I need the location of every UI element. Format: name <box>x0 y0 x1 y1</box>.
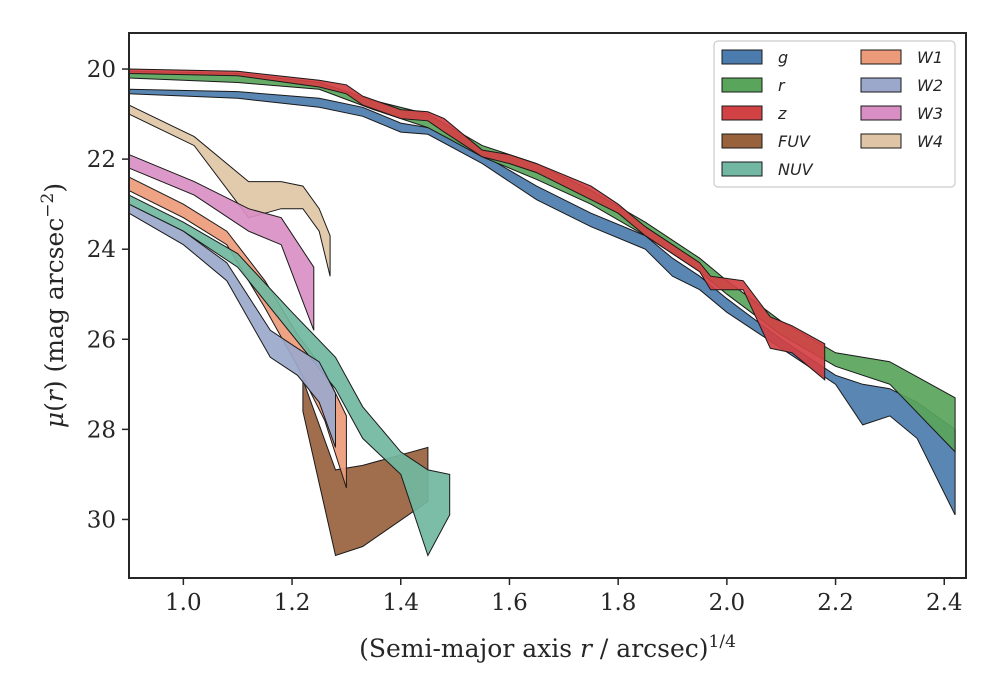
x-tick-label: 1.4 <box>382 590 419 616</box>
legend-swatch-NUV <box>721 161 763 177</box>
legend-label-W1: W1 <box>917 48 943 67</box>
x-tick-label: 2.2 <box>817 590 854 616</box>
y-axis-ticks: 20 22 24 26 28 30 <box>87 57 129 533</box>
x-tick-label: 2.4 <box>926 590 963 616</box>
legend-swatch-W1 <box>860 49 902 65</box>
band-W4 <box>128 104 331 277</box>
legend-label-g: g <box>778 48 788 67</box>
y-tick-label: 30 <box>87 507 116 533</box>
legend-label-NUV: NUV <box>778 160 814 179</box>
x-tick-label: 1.2 <box>274 590 311 616</box>
band-r <box>128 70 956 454</box>
legend-label-W2: W2 <box>917 76 943 95</box>
plot-frame <box>128 32 967 579</box>
legend-swatch-W4 <box>860 133 902 149</box>
y-tick-label: 24 <box>87 237 116 263</box>
legend: grz FUV NUV W1 W2 W3 W4 <box>713 40 956 188</box>
legend-swatch-FUV <box>721 133 763 149</box>
data-bands <box>128 68 956 557</box>
y-tick-label: 20 <box>87 57 116 83</box>
band-g <box>128 88 956 516</box>
band-W3 <box>128 153 315 331</box>
band-z <box>128 68 826 381</box>
legend-label-FUV: FUV <box>778 132 811 151</box>
legend-label-z: z <box>777 104 787 123</box>
legend-swatch-W3 <box>860 105 902 121</box>
legend-swatch-g <box>721 49 763 65</box>
y-axis-label: μ(r) (mag arcsec−2) <box>38 183 69 428</box>
y-tick-label: 26 <box>87 327 116 353</box>
band-W2 <box>128 203 336 448</box>
legend-swatch-z <box>721 105 763 121</box>
legend-label-W4: W4 <box>917 132 943 151</box>
legend-label-r: r <box>778 76 786 95</box>
x-tick-label: 2.0 <box>709 590 746 616</box>
x-tick-label: 1.0 <box>165 590 202 616</box>
x-axis-label: (Semi-major axis r / arcsec)1/4 <box>359 632 736 663</box>
y-tick-label: 28 <box>87 417 116 443</box>
legend-label-W3: W3 <box>917 104 943 123</box>
band-W1 <box>128 176 347 489</box>
x-tick-label: 1.8 <box>600 590 637 616</box>
band-NUV <box>128 194 451 557</box>
legend-swatch-W2 <box>860 77 902 93</box>
x-axis-ticks: 1.0 1.2 1.4 1.6 1.8 2.0 2.2 2.4 <box>165 578 963 616</box>
legend-swatch-r <box>721 77 763 93</box>
y-tick-label: 22 <box>87 147 116 173</box>
x-tick-label: 1.6 <box>491 590 528 616</box>
